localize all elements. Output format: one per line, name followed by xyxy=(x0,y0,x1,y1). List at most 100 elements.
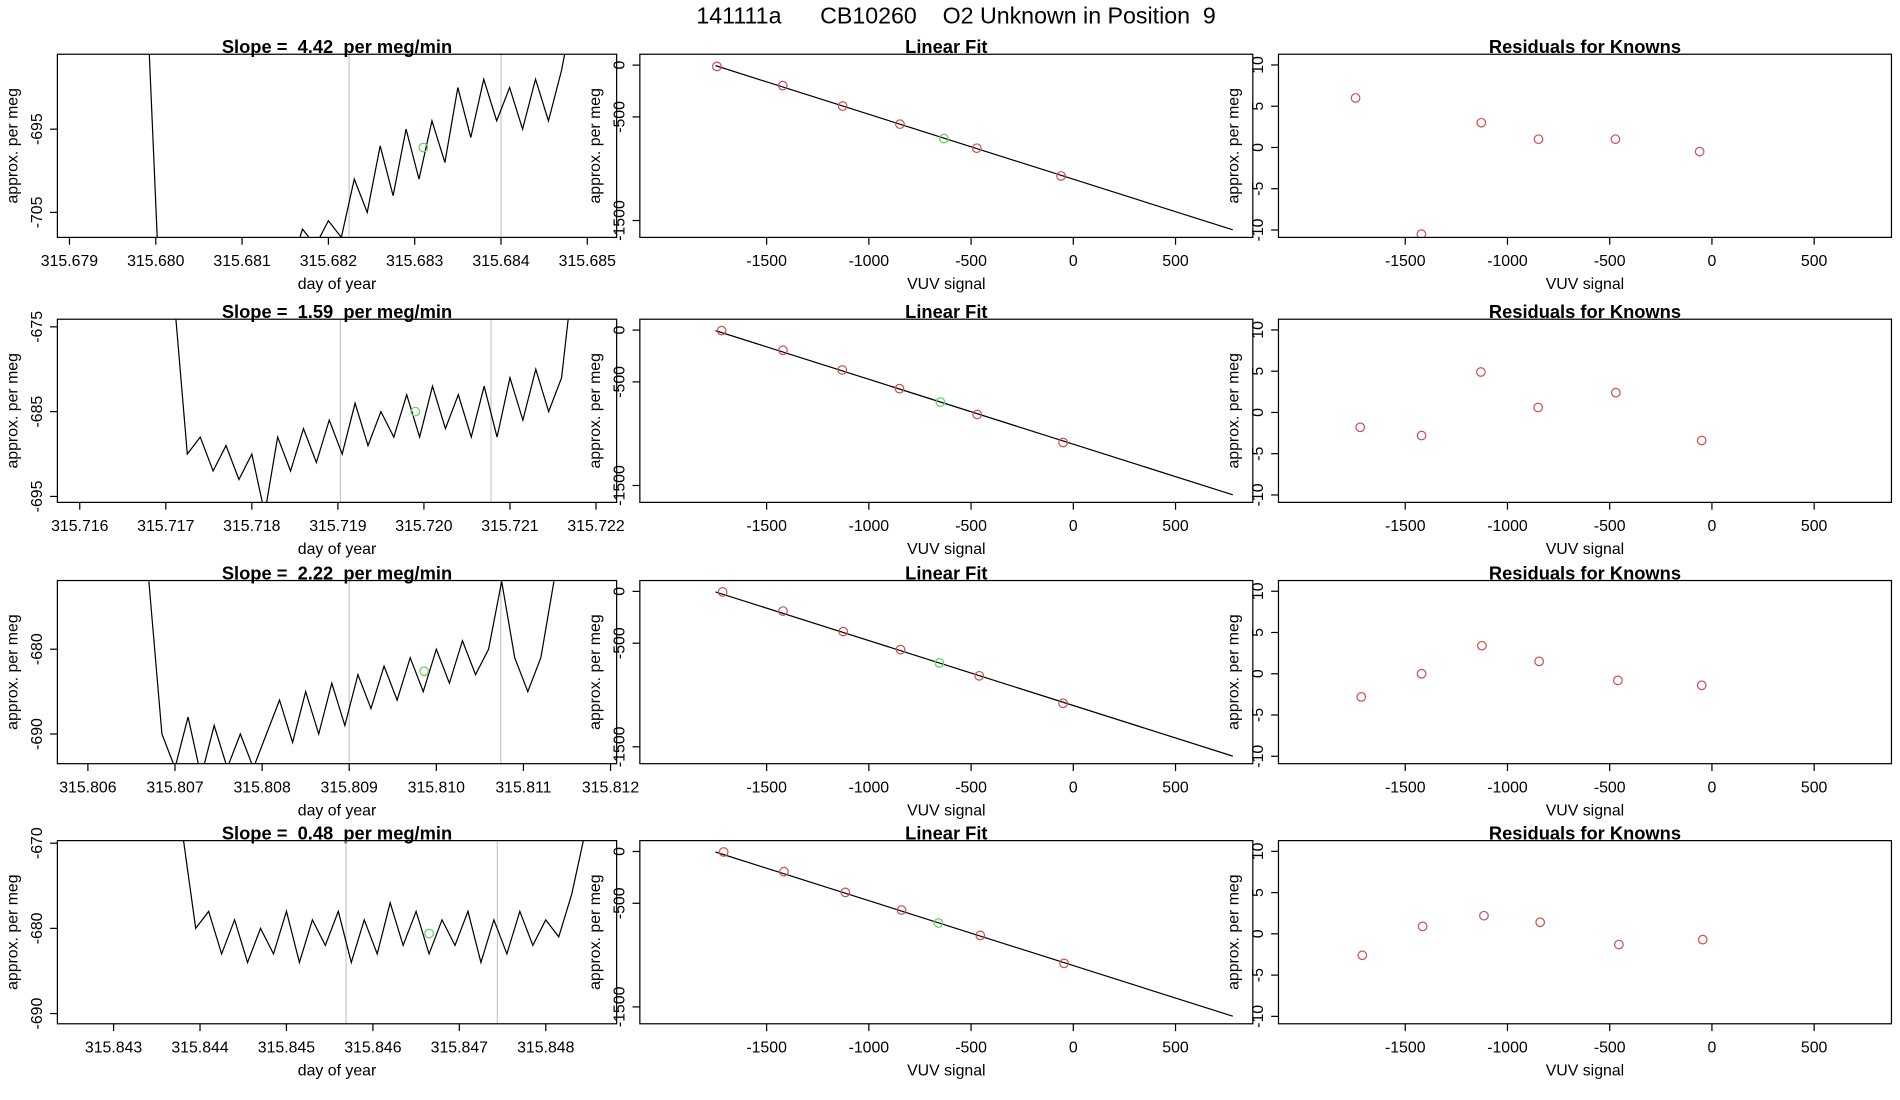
x-tick-label: -500 xyxy=(1594,779,1626,796)
data-point xyxy=(974,670,985,681)
x-tick-label: -1500 xyxy=(1385,518,1426,535)
plot-frame xyxy=(639,840,1254,1025)
x-tick-label: 315.848 xyxy=(517,1039,575,1056)
x-tick-label: 315.806 xyxy=(59,779,117,796)
x-axis-label: VUV signal xyxy=(907,276,985,293)
y-tick-label: 10 xyxy=(1250,321,1267,339)
unknown-point xyxy=(418,142,429,153)
data-point xyxy=(895,644,906,655)
plot-frame xyxy=(1277,318,1893,503)
x-axis-label: VUV signal xyxy=(1546,802,1624,819)
data-point xyxy=(1056,171,1066,181)
panel-title: Residuals for Knowns xyxy=(1489,562,1681,583)
x-tick-label: 315.808 xyxy=(233,779,291,796)
data-point xyxy=(1534,656,1545,667)
data-point xyxy=(1612,675,1623,686)
panel-title: Residuals for Knowns xyxy=(1489,822,1681,843)
plot-frame xyxy=(1277,53,1893,239)
x-tick-label: -1500 xyxy=(746,253,787,270)
y-tick-label: 0 xyxy=(611,61,628,70)
fit-line xyxy=(715,330,1233,496)
data-point xyxy=(1610,134,1621,145)
x-axis-label: VUV signal xyxy=(907,541,985,558)
data-point xyxy=(1533,134,1544,145)
panel: Linear Fit VUV signal approx. per meg -1500… xyxy=(587,36,1254,293)
plot-area xyxy=(148,580,555,764)
x-tick-label: -1000 xyxy=(849,779,890,796)
data-point xyxy=(1694,146,1705,157)
x-tick-label: 0 xyxy=(1708,779,1717,796)
y-tick-label: -685 xyxy=(29,396,46,428)
panel-title: Linear Fit xyxy=(905,562,987,583)
data-point xyxy=(1697,934,1708,945)
x-tick-label: 315.685 xyxy=(559,253,617,270)
plot-area xyxy=(715,587,1233,757)
x-tick-label: -1000 xyxy=(849,518,890,535)
data-point xyxy=(716,325,727,336)
x-axis-label: VUV signal xyxy=(1546,276,1624,293)
x-tick-label: 315.810 xyxy=(408,779,466,796)
y-tick-label: -675 xyxy=(29,311,46,343)
x-tick-label: 500 xyxy=(1801,1039,1828,1056)
y-tick-label: 5 xyxy=(1250,367,1267,376)
fit-line xyxy=(715,851,1233,1017)
data-point xyxy=(896,905,907,915)
x-tick-label: -500 xyxy=(955,518,987,535)
x-tick-label: 315.719 xyxy=(309,518,367,535)
y-tick-label: 0 xyxy=(1250,929,1267,938)
y-tick-label: -10 xyxy=(1250,483,1267,506)
x-tick-label: 0 xyxy=(1069,518,1078,535)
x-tick-label: 315.845 xyxy=(258,1039,316,1056)
data-point xyxy=(935,397,946,407)
y-tick-label: 5 xyxy=(1250,888,1267,897)
data-point xyxy=(975,930,986,941)
y-tick-label: 0 xyxy=(1250,143,1267,152)
y-tick-label: -5 xyxy=(1250,181,1267,195)
unknown-point xyxy=(419,666,430,677)
plot-frame xyxy=(639,579,1254,765)
data-point xyxy=(933,918,944,928)
data-point xyxy=(895,119,905,130)
x-tick-label: -500 xyxy=(955,253,987,270)
x-axis-label: VUV signal xyxy=(1546,541,1624,558)
figure-title: 141111a CB10260 O2 Unknown in Position 9 xyxy=(696,3,1215,29)
plot-area xyxy=(715,325,1233,496)
y-tick-label: -695 xyxy=(29,113,46,145)
data-point xyxy=(712,61,722,72)
x-tick-label: 0 xyxy=(1708,518,1717,535)
x-tick-label: -1500 xyxy=(746,518,787,535)
y-axis-label: approx. per meg xyxy=(587,88,604,203)
data-point xyxy=(971,143,982,154)
panel: Slope = 2.22 per meg/min day of year appro… xyxy=(5,562,640,819)
y-tick-label: -500 xyxy=(611,366,628,398)
data-point xyxy=(1058,698,1068,709)
x-tick-label: 315.844 xyxy=(171,1039,229,1056)
panel-title: Residuals for Knowns xyxy=(1489,301,1681,322)
plot-area xyxy=(175,319,569,503)
x-axis-label: day of year xyxy=(298,1063,377,1080)
data-point xyxy=(717,587,728,597)
data-point xyxy=(778,345,788,356)
plot-area xyxy=(182,840,584,1024)
x-tick-label: 315.683 xyxy=(386,253,444,270)
y-axis-label: approx. per meg xyxy=(587,614,604,729)
data-point xyxy=(1416,229,1427,238)
x-tick-label: -1000 xyxy=(1487,779,1528,796)
y-tick-label: 10 xyxy=(1250,56,1267,74)
x-tick-label: 315.720 xyxy=(395,518,453,535)
x-tick-label: -1000 xyxy=(1487,1039,1528,1056)
x-tick-label: -500 xyxy=(955,1039,987,1056)
panel: Residuals for Knowns VUV signal approx. pe… xyxy=(1226,822,1893,1080)
x-tick-label: 315.716 xyxy=(51,518,109,535)
y-tick-label: 0 xyxy=(611,587,628,596)
y-axis-label: approx. per meg xyxy=(5,88,22,203)
data-point xyxy=(1059,958,1069,969)
data-point xyxy=(1416,430,1427,441)
y-axis-label: approx. per meg xyxy=(5,353,22,468)
data-point xyxy=(840,887,851,898)
x-tick-label: -1000 xyxy=(1487,253,1528,270)
data-point xyxy=(1696,435,1707,446)
y-tick-label: -690 xyxy=(29,998,46,1030)
x-tick-label: -1000 xyxy=(1487,518,1528,535)
